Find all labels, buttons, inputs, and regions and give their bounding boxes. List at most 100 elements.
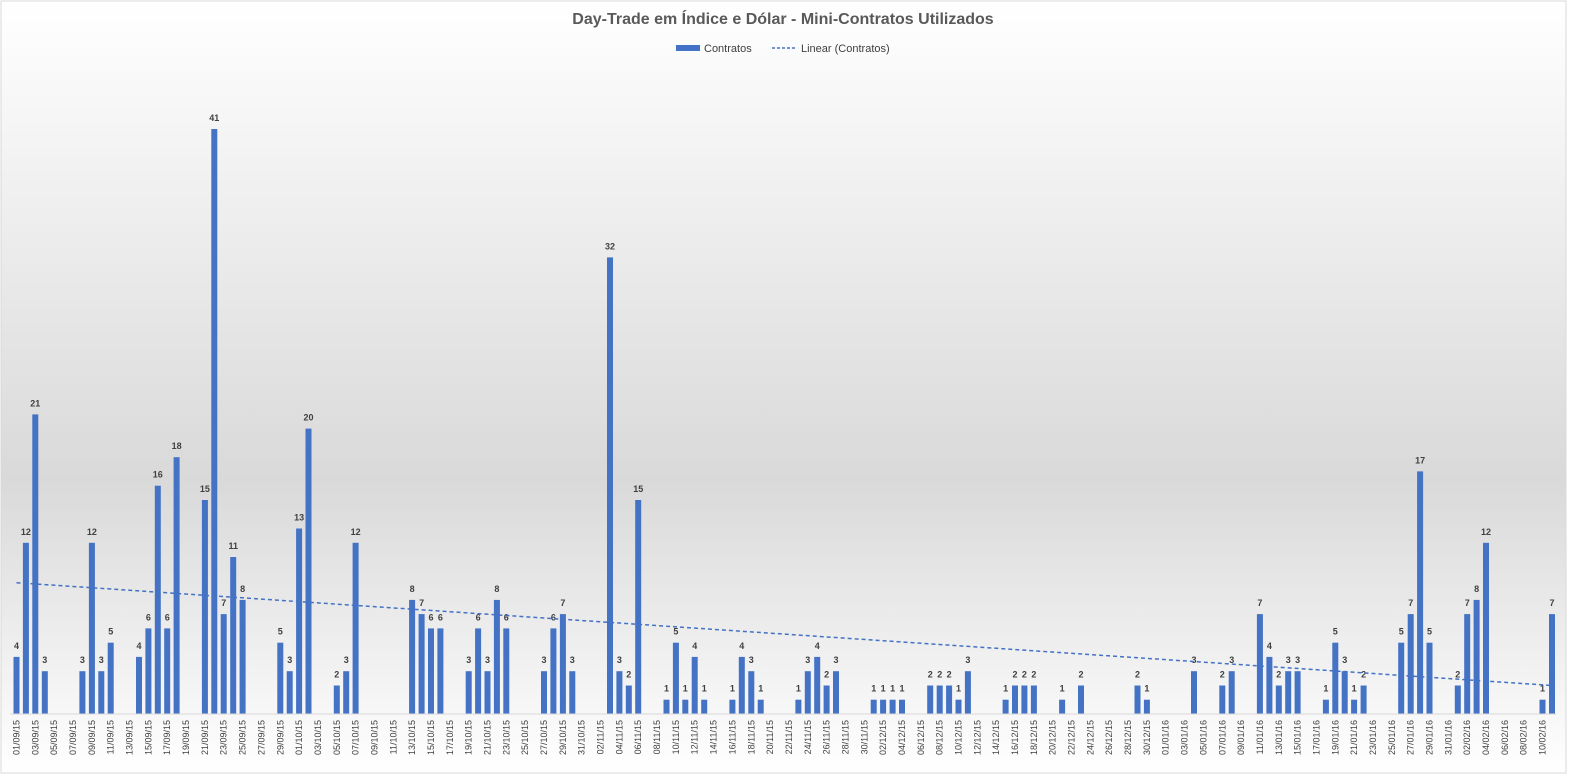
data-label: 8 (410, 584, 415, 594)
bar (550, 628, 557, 714)
x-tick-label: 02/02/16 (1462, 720, 1472, 755)
chart-title: Day-Trade em Índice e Dólar - Mini-Contr… (572, 9, 994, 28)
x-tick-label: 31/01/16 (1443, 720, 1453, 755)
x-tick-label: 14/11/15 (709, 720, 719, 754)
bar (833, 671, 839, 714)
trendline-series (16, 581, 1553, 687)
x-tick-label: 09/09/15 (87, 720, 97, 755)
x-tick-label: 24/11/15 (803, 720, 813, 754)
data-label: 7 (1257, 598, 1262, 608)
bar (1360, 685, 1367, 714)
bar (899, 699, 905, 714)
data-label: 3 (80, 655, 85, 665)
data-label: 1 (796, 684, 801, 694)
data-label: 3 (42, 655, 47, 665)
bar (541, 671, 547, 714)
x-tick-label: 01/01/16 (1161, 720, 1171, 755)
bar (927, 685, 934, 714)
data-label: 3 (1191, 655, 1196, 665)
x-tick-label: 25/09/15 (238, 720, 248, 755)
data-label: 1 (730, 684, 735, 694)
data-label: 2 (928, 670, 933, 680)
data-label: 6 (551, 612, 556, 622)
x-tick-label: 21/10/15 (483, 720, 493, 755)
x-tick-label: 15/09/15 (143, 720, 153, 755)
x-tick-label: 29/10/15 (558, 720, 568, 755)
x-tick-label: 16/12/15 (1010, 720, 1020, 755)
x-tick-label: 10/12/15 (954, 720, 964, 755)
data-label: 3 (1229, 655, 1234, 665)
x-tick-label: 07/10/15 (351, 720, 361, 755)
data-label: 1 (1003, 684, 1008, 694)
x-axis-tick-labels: 01/09/15 03/09/15 05/09/15 07/09/15 09/09/15… (12, 720, 1548, 755)
bar (13, 656, 20, 714)
x-tick-label: 18/11/15 (746, 720, 756, 754)
data-label: 4 (692, 641, 697, 651)
data-label: 3 (485, 655, 490, 665)
x-tick-label: 18/12/15 (1029, 720, 1039, 755)
x-tick-label: 17/01/16 (1312, 720, 1322, 755)
bar (1021, 685, 1028, 714)
data-label: 6 (165, 612, 170, 622)
data-label: 5 (1333, 627, 1338, 637)
x-tick-label: 11/10/15 (388, 720, 398, 754)
bar (701, 699, 708, 714)
data-label: 8 (240, 584, 245, 594)
bar (220, 614, 227, 714)
bar (682, 699, 689, 714)
x-tick-label: 23/01/16 (1368, 720, 1378, 755)
bar (437, 628, 444, 714)
data-label: 15 (200, 484, 210, 494)
bar (98, 671, 105, 714)
bar (1030, 685, 1037, 714)
legend-label-linear: Linear (Contratos) (801, 43, 890, 55)
x-tick-label: 24/12/15 (1085, 720, 1095, 755)
data-label: 7 (1549, 598, 1554, 608)
bar (1078, 685, 1084, 714)
bar (343, 671, 350, 714)
data-label: 1 (702, 684, 707, 694)
x-tick-label: 05/09/15 (49, 720, 59, 755)
legend: Contratos Linear (Contratos) (676, 43, 890, 55)
x-tick-label: 26/11/15 (822, 720, 832, 754)
bar (286, 671, 293, 714)
data-label: 6 (504, 612, 509, 622)
x-tick-label: 28/12/15 (1123, 720, 1133, 755)
data-label: 1 (1352, 684, 1357, 694)
bar (625, 685, 632, 714)
data-label: 12 (351, 527, 361, 537)
bar (475, 628, 482, 714)
data-label: 5 (108, 627, 113, 637)
x-tick-label: 03/01/16 (1180, 720, 1190, 755)
bar (418, 614, 425, 714)
data-label: 3 (344, 655, 349, 665)
data-label: 7 (419, 598, 424, 608)
x-tick-label: 03/10/15 (313, 720, 323, 755)
x-tick-label: 31/10/15 (577, 720, 587, 755)
data-label: 3 (1342, 655, 1347, 665)
bar (880, 699, 887, 714)
data-label: 32 (605, 241, 615, 251)
x-tick-label: 19/01/16 (1330, 720, 1340, 755)
data-label: 3 (833, 655, 838, 665)
x-tick-label: 11/01/16 (1255, 720, 1265, 754)
data-label: 20 (303, 413, 313, 423)
data-label: 7 (1465, 598, 1470, 608)
x-tick-label: 05/01/16 (1198, 720, 1208, 755)
bar (136, 656, 142, 714)
data-label: 2 (334, 670, 339, 680)
x-tick-label: 20/11/15 (765, 720, 775, 754)
bar (672, 642, 679, 714)
x-tick-label: 09/10/15 (370, 720, 380, 755)
bar (1002, 699, 1009, 714)
x-tick-label: 22/11/15 (784, 720, 794, 754)
data-label: 1 (1323, 684, 1328, 694)
bar (1332, 642, 1339, 714)
x-tick-label: 06/12/15 (916, 720, 926, 755)
bar (409, 599, 416, 714)
data-label: 17 (1415, 455, 1425, 465)
x-tick-label: 28/11/15 (841, 720, 851, 754)
data-label: 5 (1427, 627, 1432, 637)
data-label: 1 (1144, 684, 1149, 694)
x-tick-label: 01/10/15 (294, 720, 304, 755)
